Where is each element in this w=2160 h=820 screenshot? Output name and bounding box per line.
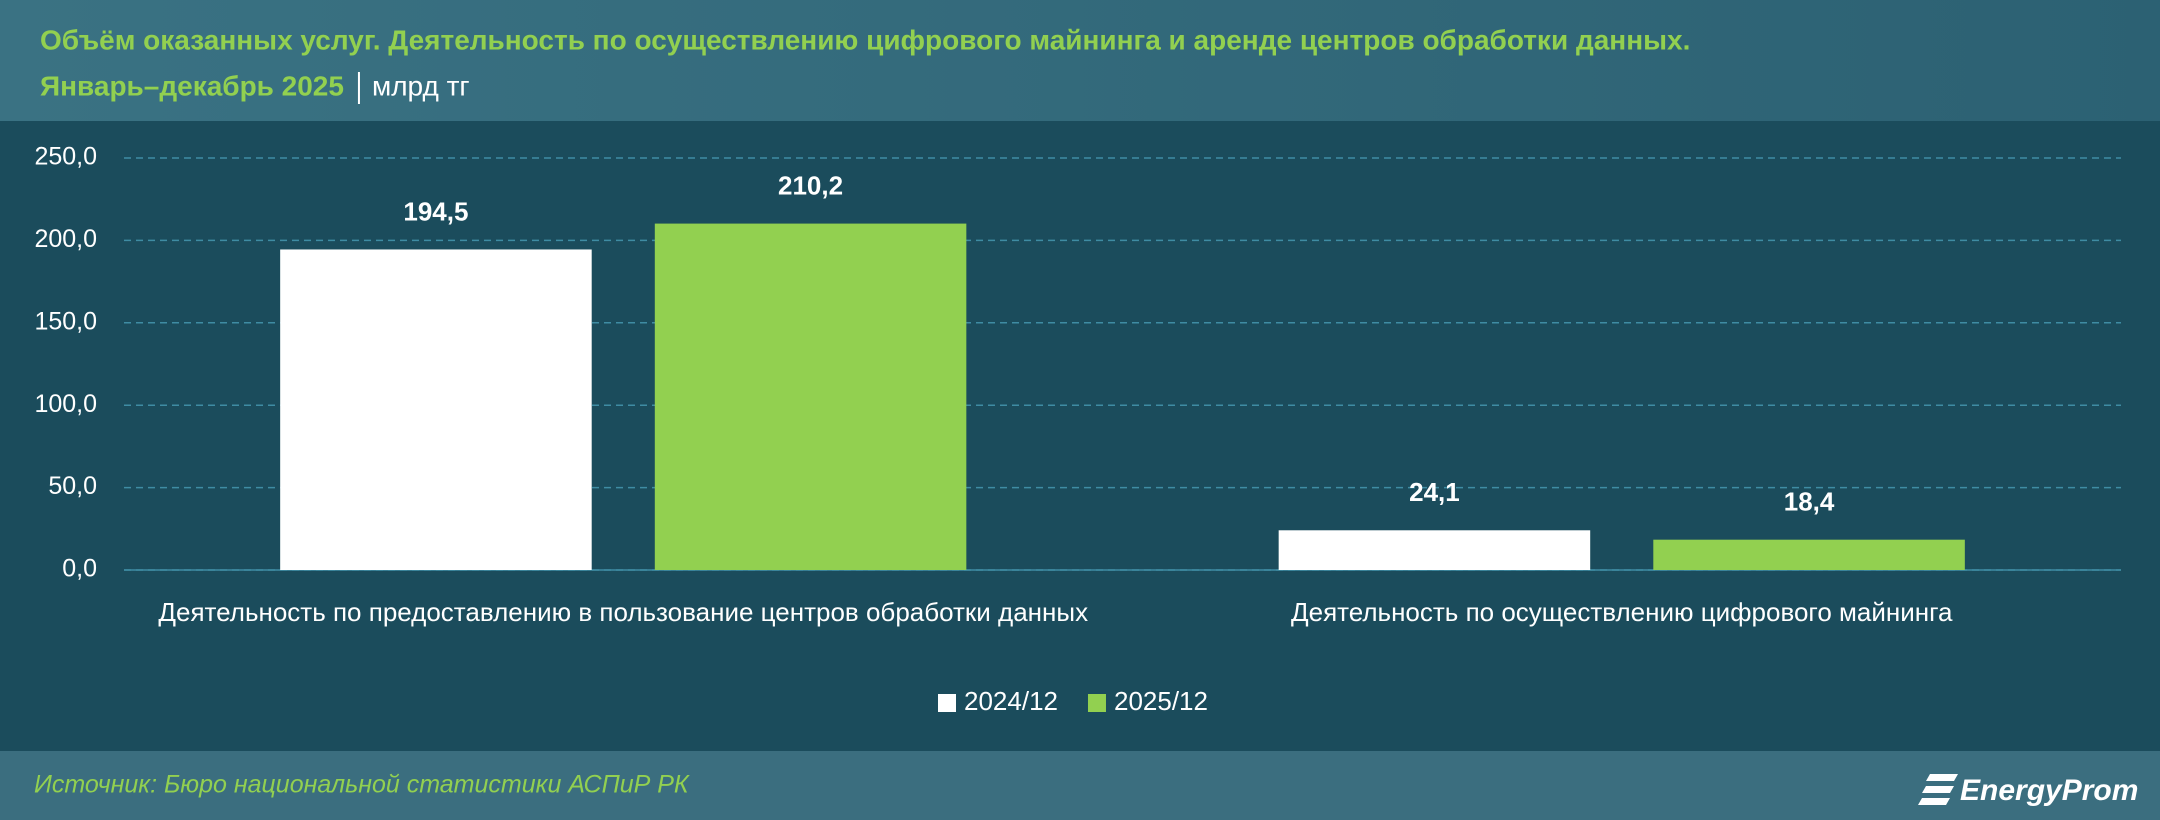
brand: EnergyProm: [1960, 774, 2138, 807]
chart-title: Объём оказанных услуг. Деятельность по о…: [40, 24, 1690, 55]
separator: [357, 72, 360, 104]
footer-band: [0, 751, 2160, 820]
logo: EnergyProm: [1918, 774, 2138, 807]
value-label: 194,5: [403, 196, 468, 226]
x-tick-label: Деятельность по предоставлению в пользов…: [158, 597, 1089, 627]
x-tick-label: Деятельность по осуществлению цифрового …: [1291, 597, 1953, 627]
units: млрд тг: [372, 70, 470, 101]
bar: [1653, 539, 1965, 570]
bar: [280, 249, 592, 571]
y-tick-label: 50,0: [48, 472, 97, 500]
legend-swatch: [938, 694, 956, 712]
header-band: [0, 0, 2160, 121]
value-label: 210,2: [778, 170, 843, 200]
legend-label: 2024/12: [964, 686, 1058, 716]
value-label: 24,1: [1409, 477, 1460, 507]
y-tick-label: 250,0: [34, 143, 97, 171]
y-tick-label: 100,0: [34, 390, 97, 418]
chart-subtitle: Январь–декабрь 2025: [40, 70, 344, 101]
logo-icon: [1918, 774, 1958, 805]
source: Источник: Бюро национальной статистики А…: [34, 771, 690, 799]
y-tick-label: 150,0: [34, 307, 97, 335]
legend-label: 2025/12: [1114, 686, 1208, 716]
bar: [1278, 530, 1591, 570]
bar: [654, 223, 967, 570]
y-tick-label: 0,0: [62, 555, 97, 583]
legend-swatch: [1087, 694, 1106, 712]
y-tick-label: 200,0: [34, 225, 97, 253]
value-label: 18,4: [1784, 487, 1835, 517]
